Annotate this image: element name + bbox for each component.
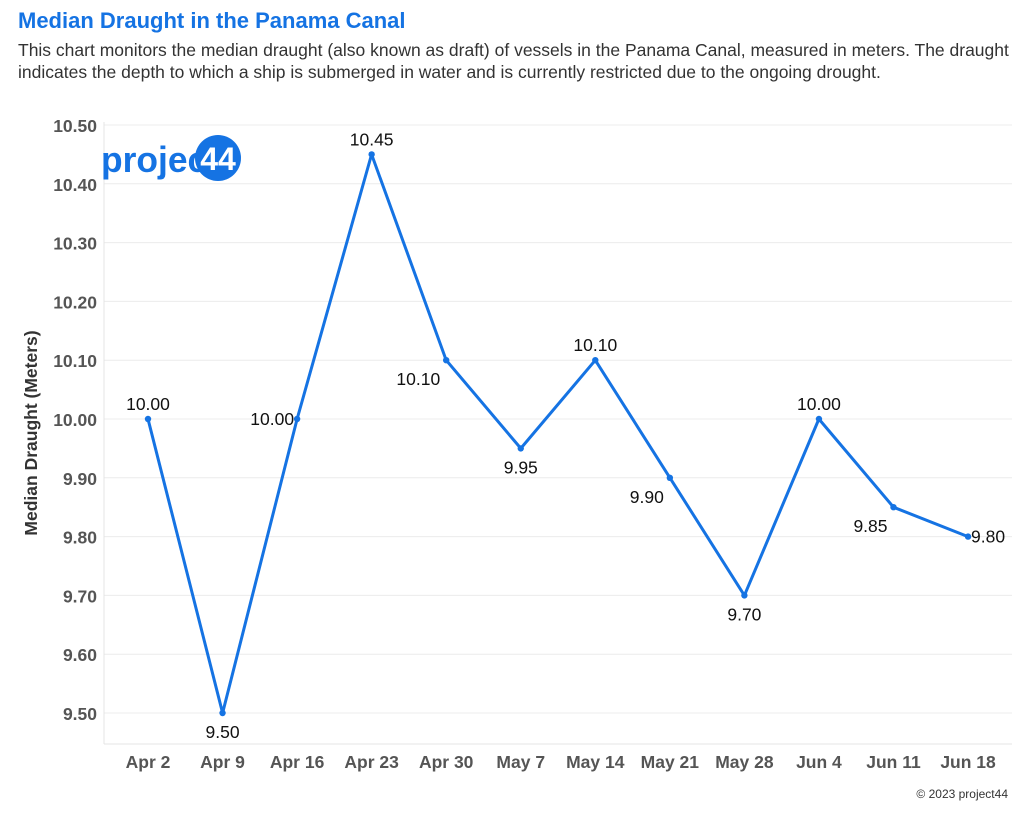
y-tick-label: 9.50 [63, 704, 97, 724]
copyright-text: © 2023 project44 [916, 787, 1008, 801]
data-point [144, 415, 152, 423]
chart-subtitle: This chart monitors the median draught (… [18, 40, 1009, 82]
x-tick-label: Apr 23 [344, 752, 399, 772]
x-tick-label: Apr 16 [270, 752, 325, 772]
y-tick-label: 9.90 [63, 469, 97, 489]
logo-badge-number: 44 [200, 141, 236, 177]
chart-title: Median Draught in the Panama Canal [18, 8, 406, 33]
x-tick-label: Jun 11 [866, 752, 921, 772]
data-point [890, 504, 897, 511]
data-label: 9.90 [630, 487, 664, 507]
data-label: 10.10 [573, 335, 617, 355]
data-point [666, 474, 674, 481]
data-point [368, 151, 375, 158]
y-tick-label: 10.00 [53, 410, 97, 430]
data-label: 9.95 [504, 457, 538, 477]
x-tick-label: May 14 [566, 752, 625, 772]
y-tick-label: 10.50 [53, 116, 97, 136]
data-point [815, 415, 823, 423]
gridlines [104, 124, 1012, 714]
data-label: 10.45 [350, 129, 394, 149]
series-median-draught [144, 151, 972, 717]
data-label: 9.80 [971, 527, 1005, 547]
y-tick-label: 10.30 [53, 234, 97, 254]
data-labels: 10.00 9.50 10.00 10.45 10.10 9.95 10.10 9.90 9.7… [126, 129, 1005, 742]
data-label: 10.00 [797, 394, 841, 414]
x-tick-label: Apr 2 [126, 752, 171, 772]
data-point [592, 357, 599, 364]
x-tick-label: Apr 30 [419, 752, 474, 772]
data-label: 9.70 [727, 604, 761, 624]
data-point [964, 533, 972, 540]
data-label: 9.85 [853, 516, 887, 536]
x-tick-label: Jun 4 [796, 752, 842, 772]
data-point [443, 357, 450, 364]
x-tick-label: Jun 18 [940, 752, 996, 772]
y-tick-label: 10.40 [53, 175, 97, 195]
data-point [517, 445, 524, 452]
data-label: 9.50 [206, 722, 240, 742]
y-tick-label: 9.60 [63, 645, 97, 665]
x-tick-label: Apr 9 [200, 752, 245, 772]
data-label: 10.00 [250, 409, 294, 429]
logo-badge-circle [195, 135, 241, 181]
data-point [293, 415, 301, 423]
x-tick-label: May 28 [715, 752, 774, 772]
project44-logo: project 44 [101, 135, 241, 181]
x-tick-labels: Apr 2 Apr 9 Apr 16 Apr 23 Apr 30 May 7 May 14 M… [126, 752, 996, 772]
series-line [146, 152, 970, 715]
y-tick-label: 10.10 [53, 351, 97, 371]
data-label: 10.00 [126, 394, 170, 414]
y-axis-title: Median Draught (Meters) [21, 330, 41, 535]
data-point [219, 709, 226, 717]
y-tick-label: 9.80 [63, 528, 97, 548]
data-point [741, 592, 748, 599]
y-tick-label: 10.20 [53, 292, 97, 312]
y-tick-label: 9.70 [63, 586, 97, 606]
x-tick-label: May 21 [641, 752, 700, 772]
x-tick-label: May 7 [496, 752, 545, 772]
axes [103, 122, 1012, 745]
y-tick-labels: 9.50 9.60 9.70 9.80 9.90 10.00 10.10 10.20 10.30… [53, 116, 97, 724]
data-label: 10.10 [396, 369, 440, 389]
